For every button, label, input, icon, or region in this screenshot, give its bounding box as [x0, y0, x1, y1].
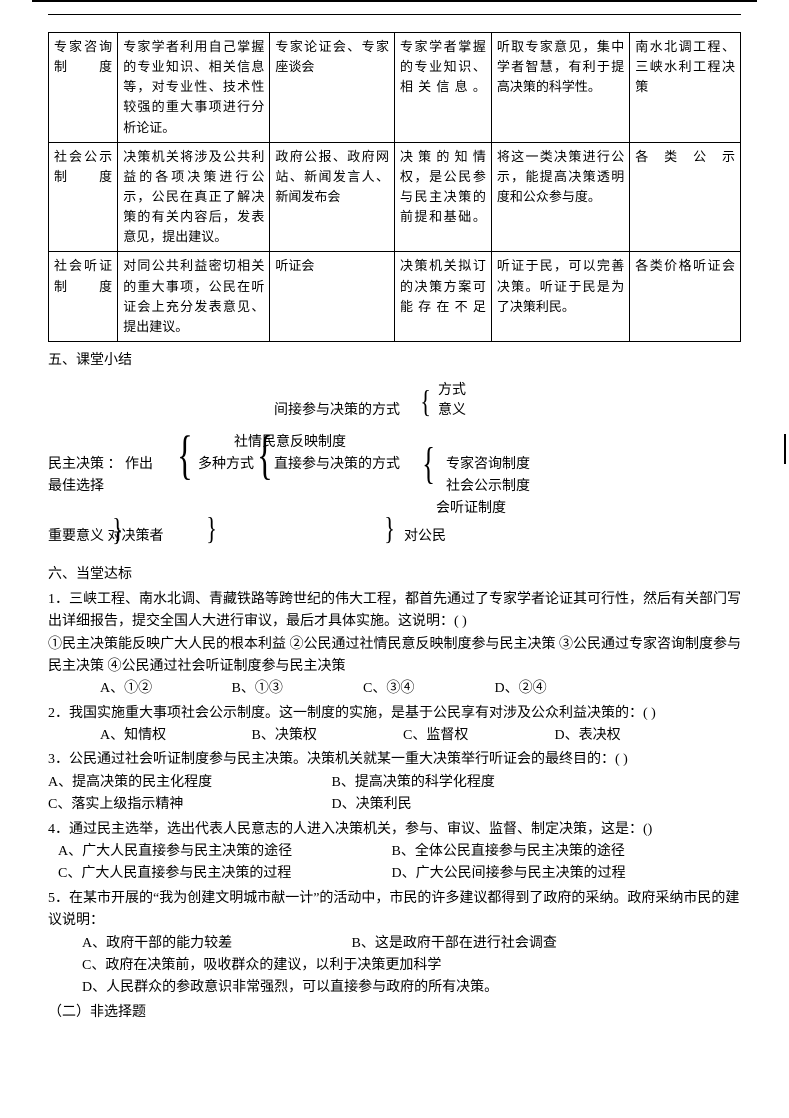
- brace-sig-right: {: [384, 512, 395, 544]
- node-methods: 多种方式: [198, 454, 254, 476]
- q4-line2: C、广大人民直接参与民主决策的过程 D、广大公民间接参与民主决策的过程: [48, 863, 741, 885]
- table-cell: 社会听证制度: [49, 252, 118, 342]
- q5-A: A、政府干部的能力较差: [82, 933, 348, 955]
- table-cell: 听证会: [270, 252, 395, 342]
- q1-D: D、②④: [495, 678, 623, 700]
- q1: 1．三峡工程、南水北调、青藏铁路等跨世纪的伟大工程，都首先通过了专家学者论证其可…: [48, 589, 741, 701]
- significance-citizen: 对公民: [404, 526, 446, 548]
- q4-stem: 4．通过民主选举，选出代表人民意志的人进入决策机关，参与、审议、监督、制定决策，…: [48, 819, 741, 841]
- root-label-b: 最佳选择: [48, 476, 104, 498]
- table-row: 专家咨询制度专家学者利用自己掌握的专业知识、相关信息等，对专业性、技术性较强的重…: [49, 33, 741, 143]
- table-cell: 各类公示: [630, 142, 741, 252]
- q1-C: C、③④: [363, 678, 491, 700]
- q2-stem: 2．我国实施重大事项社会公示制度。这一制度的实施，是基于公民享有对涉及公众利益决…: [48, 703, 741, 725]
- q3-stem: 3．公民通过社会听证制度参与民主决策。决策机关就某一重大决策举行听证会的最终目的…: [48, 749, 741, 771]
- q4-line1: A、广大人民直接参与民主决策的途径 B、全体公民直接参与民主决策的途径: [48, 841, 741, 863]
- node-direct: 直接参与决策的方式: [274, 454, 400, 476]
- q3: 3．公民通过社会听证制度参与民主决策。决策机关就某一重大决策举行听证会的最终目的…: [48, 749, 741, 816]
- q5: 5．在某市开展的“我为创建文明城市献一计”的活动中，市民的许多建议都得到了政府的…: [48, 888, 741, 1000]
- q5-B: B、这是政府干部在进行社会调查: [352, 936, 557, 951]
- q2-D: D、表决权: [555, 725, 703, 747]
- brace-indirect: {: [420, 385, 431, 417]
- table-cell: 专家学者掌握的专业知识、相关信息。: [394, 33, 491, 143]
- node-meaning: 意义: [438, 400, 466, 422]
- q2-B: B、决策权: [252, 725, 400, 747]
- q4-C: C、广大人民直接参与民主决策的过程: [58, 863, 388, 885]
- table-cell: 南水北调工程、三峡水利工程决策: [630, 33, 741, 143]
- q4-A: A、广大人民直接参与民主决策的途径: [58, 841, 388, 863]
- part2-title: （二）非选择题: [48, 1002, 741, 1024]
- q1-enum: ①民主决策能反映广大人民的根本利益 ②公民通过社情民意反映制度参与民主决策 ③公…: [48, 634, 741, 679]
- q3-D: D、决策利民: [332, 797, 412, 812]
- node-public: 社会公示制度: [446, 476, 530, 498]
- table-row: 社会公示制度决策机关将涉及公共利益的各项决策进行公示，公民在真正了解决策的有关内…: [49, 142, 741, 252]
- table-cell: 对同公共利益密切相关的重大事项，公民在听证会上充分发表意见、提出建议。: [118, 252, 270, 342]
- table-row: 社会听证制度对同公共利益密切相关的重大事项，公民在听证会上充分发表意见、提出建议…: [49, 252, 741, 342]
- table-cell: 各类价格听证会: [630, 252, 741, 342]
- node-expert: 专家咨询制度: [446, 454, 530, 476]
- table-cell: 政府公报、政府网站、新闻发言人、新闻发布会: [270, 142, 395, 252]
- brace-sig-left: {: [206, 512, 217, 544]
- significance-left: 重要意义 对决策者: [48, 526, 164, 548]
- section-5-title: 五、课堂小结: [48, 350, 741, 372]
- table-cell: 专家论证会、专家座谈会: [270, 33, 395, 143]
- table-cell: 决策的知情权，是公民参与民主决策的前提和基础。: [394, 142, 491, 252]
- table-cell: 决策机关将涉及公共利益的各项决策进行公示，公民在真正了解决策的有关内容后，发表意…: [118, 142, 270, 252]
- node-indirect: 间接参与决策的方式: [274, 400, 400, 422]
- table-cell: 专家学者利用自己掌握的专业知识、相关信息等，对专业性、技术性较强的重大事项进行分…: [118, 33, 270, 143]
- q4: 4．通过民主选举，选出代表人民意志的人进入决策机关，参与、审议、监督、制定决策，…: [48, 819, 741, 886]
- q2-options: A、知情权 B、决策权 C、监督权 D、表决权: [48, 725, 741, 747]
- table-cell: 社会公示制度: [49, 142, 118, 252]
- table-cell: 专家咨询制度: [49, 33, 118, 143]
- q3-B: B、提高决策的科学化程度: [332, 775, 495, 790]
- q5-C: C、政府在决策前，吸收群众的建议，以利于决策更加科学: [48, 955, 741, 977]
- q5-line1: A、政府干部的能力较差 B、这是政府干部在进行社会调查: [48, 933, 741, 955]
- brace-root: {: [177, 428, 193, 482]
- q3-A: A、提高决策的民主化程度: [48, 772, 328, 794]
- node-hearing: 会听证制度: [436, 498, 506, 520]
- q5-stem: 5．在某市开展的“我为创建文明城市献一计”的活动中，市民的许多建议都得到了政府的…: [48, 888, 741, 933]
- q2-C: C、监督权: [403, 725, 551, 747]
- table-cell: 听取专家意见，集中学者智慧，有利于提高决策的科学性。: [491, 33, 629, 143]
- table-cell: 决策机关拟订的决策方案可能存在不足: [394, 252, 491, 342]
- q4-B: B、全体公民直接参与民主决策的途径: [392, 844, 625, 859]
- table-cell: 将这一类决策进行公示，能提高决策透明度和公众参与度。: [491, 142, 629, 252]
- brace-direct: {: [422, 442, 435, 486]
- q1-B: B、①③: [232, 678, 360, 700]
- q3-line2: C、落实上级指示精神 D、决策利民: [48, 794, 741, 816]
- summary-diagram: 民主决策 ： 作出 最佳选择 { 多种方式 { 间接参与决策的方式 { 方式 意…: [48, 376, 741, 556]
- q2-A: A、知情权: [100, 725, 248, 747]
- section-6-title: 六、当堂达标: [48, 564, 741, 586]
- q3-line1: A、提高决策的民主化程度 B、提高决策的科学化程度: [48, 772, 741, 794]
- q1-options: A、①② B、①③ C、③④ D、②④: [48, 678, 741, 700]
- table-cell: 听证于民，可以完善决策。听证于民是为了决策利民。: [491, 252, 629, 342]
- q4-D: D、广大公民间接参与民主决策的过程: [392, 866, 626, 881]
- systems-table: 专家咨询制度专家学者利用自己掌握的专业知识、相关信息等，对专业性、技术性较强的重…: [48, 32, 741, 342]
- q3-C: C、落实上级指示精神: [48, 794, 328, 816]
- q1-A: A、①②: [100, 678, 228, 700]
- q2: 2．我国实施重大事项社会公示制度。这一制度的实施，是基于公民享有对涉及公众利益决…: [48, 703, 741, 748]
- q1-stem: 1．三峡工程、南水北调、青藏铁路等跨世纪的伟大工程，都首先通过了专家学者论证其可…: [48, 589, 741, 634]
- root-label-a: 民主决策 ： 作出: [48, 454, 153, 476]
- node-sqmy: 社情民意反映制度: [234, 432, 346, 454]
- q5-D: D、人民群众的参政意识非常强烈，可以直接参与政府的所有决策。: [48, 977, 741, 999]
